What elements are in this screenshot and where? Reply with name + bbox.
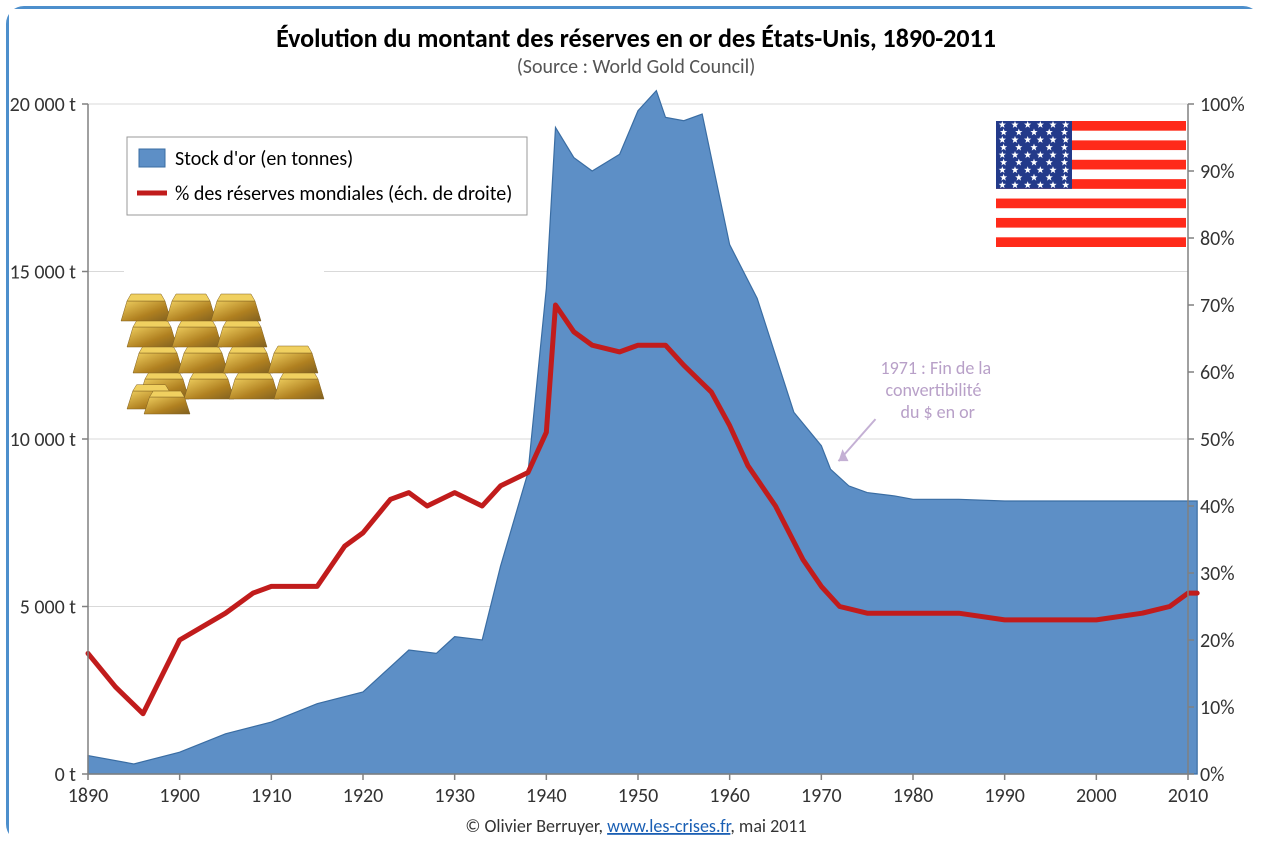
gold-reserves-chart: Évolution du montant des réserves en or …: [9, 9, 1264, 845]
y2-tick-label: 90%: [1200, 160, 1235, 184]
y1-tick-label: 0 t: [55, 763, 77, 787]
y2-tick-label: 30%: [1200, 562, 1235, 586]
credit-link[interactable]: www.les-crises.fr: [607, 815, 732, 837]
credit-line: © Olivier Berruyer, www.les-crises.fr, m…: [465, 815, 806, 837]
annotation-text: 1971 : Fin de la: [881, 357, 992, 379]
x-tick-label: 1900: [159, 784, 200, 808]
annotation-text: du $ en or: [901, 401, 975, 423]
y2-tick-label: 70%: [1200, 294, 1235, 318]
y2-tick-label: 40%: [1200, 495, 1235, 519]
legend-swatch-area: [139, 149, 165, 167]
us-flag-icon: [996, 121, 1186, 247]
y2-tick-label: 50%: [1200, 428, 1235, 452]
y1-tick-label: 10 000 t: [10, 428, 77, 452]
annotation-text: convertibilité: [886, 379, 982, 401]
y1-tick-label: 20 000 t: [10, 93, 77, 117]
x-tick-label: 1980: [893, 784, 934, 808]
legend-label-area: Stock d'or (en tonnes): [175, 147, 353, 171]
chart-subtitle: (Source : World Gold Council): [517, 55, 756, 79]
x-tick-label: 1920: [343, 784, 384, 808]
x-tick-label: 1960: [709, 784, 750, 808]
x-tick-label: 1970: [801, 784, 842, 808]
gold-bars-image: [121, 254, 324, 414]
y2-tick-label: 80%: [1200, 227, 1235, 251]
y2-tick-label: 0%: [1200, 763, 1224, 787]
y2-tick-label: 100%: [1200, 93, 1245, 117]
x-tick-label: 1990: [984, 784, 1025, 808]
x-tick-label: 1890: [68, 784, 109, 808]
y2-tick-label: 20%: [1200, 629, 1235, 653]
y2-tick-label: 60%: [1200, 361, 1235, 385]
x-tick-label: 1910: [251, 784, 292, 808]
x-tick-label: 2010: [1168, 784, 1209, 808]
chart-title: Évolution du montant des réserves en or …: [276, 22, 996, 54]
x-tick-label: 1940: [526, 784, 567, 808]
y2-tick-label: 10%: [1200, 696, 1235, 720]
x-tick-label: 1950: [618, 784, 659, 808]
x-tick-label: 1930: [434, 784, 475, 808]
x-tick-label: 2000: [1076, 784, 1117, 808]
y1-tick-label: 5 000 t: [20, 596, 77, 620]
legend-label-line: % des réserves mondiales (éch. de droite…: [175, 182, 512, 206]
y1-tick-label: 15 000 t: [10, 261, 77, 285]
